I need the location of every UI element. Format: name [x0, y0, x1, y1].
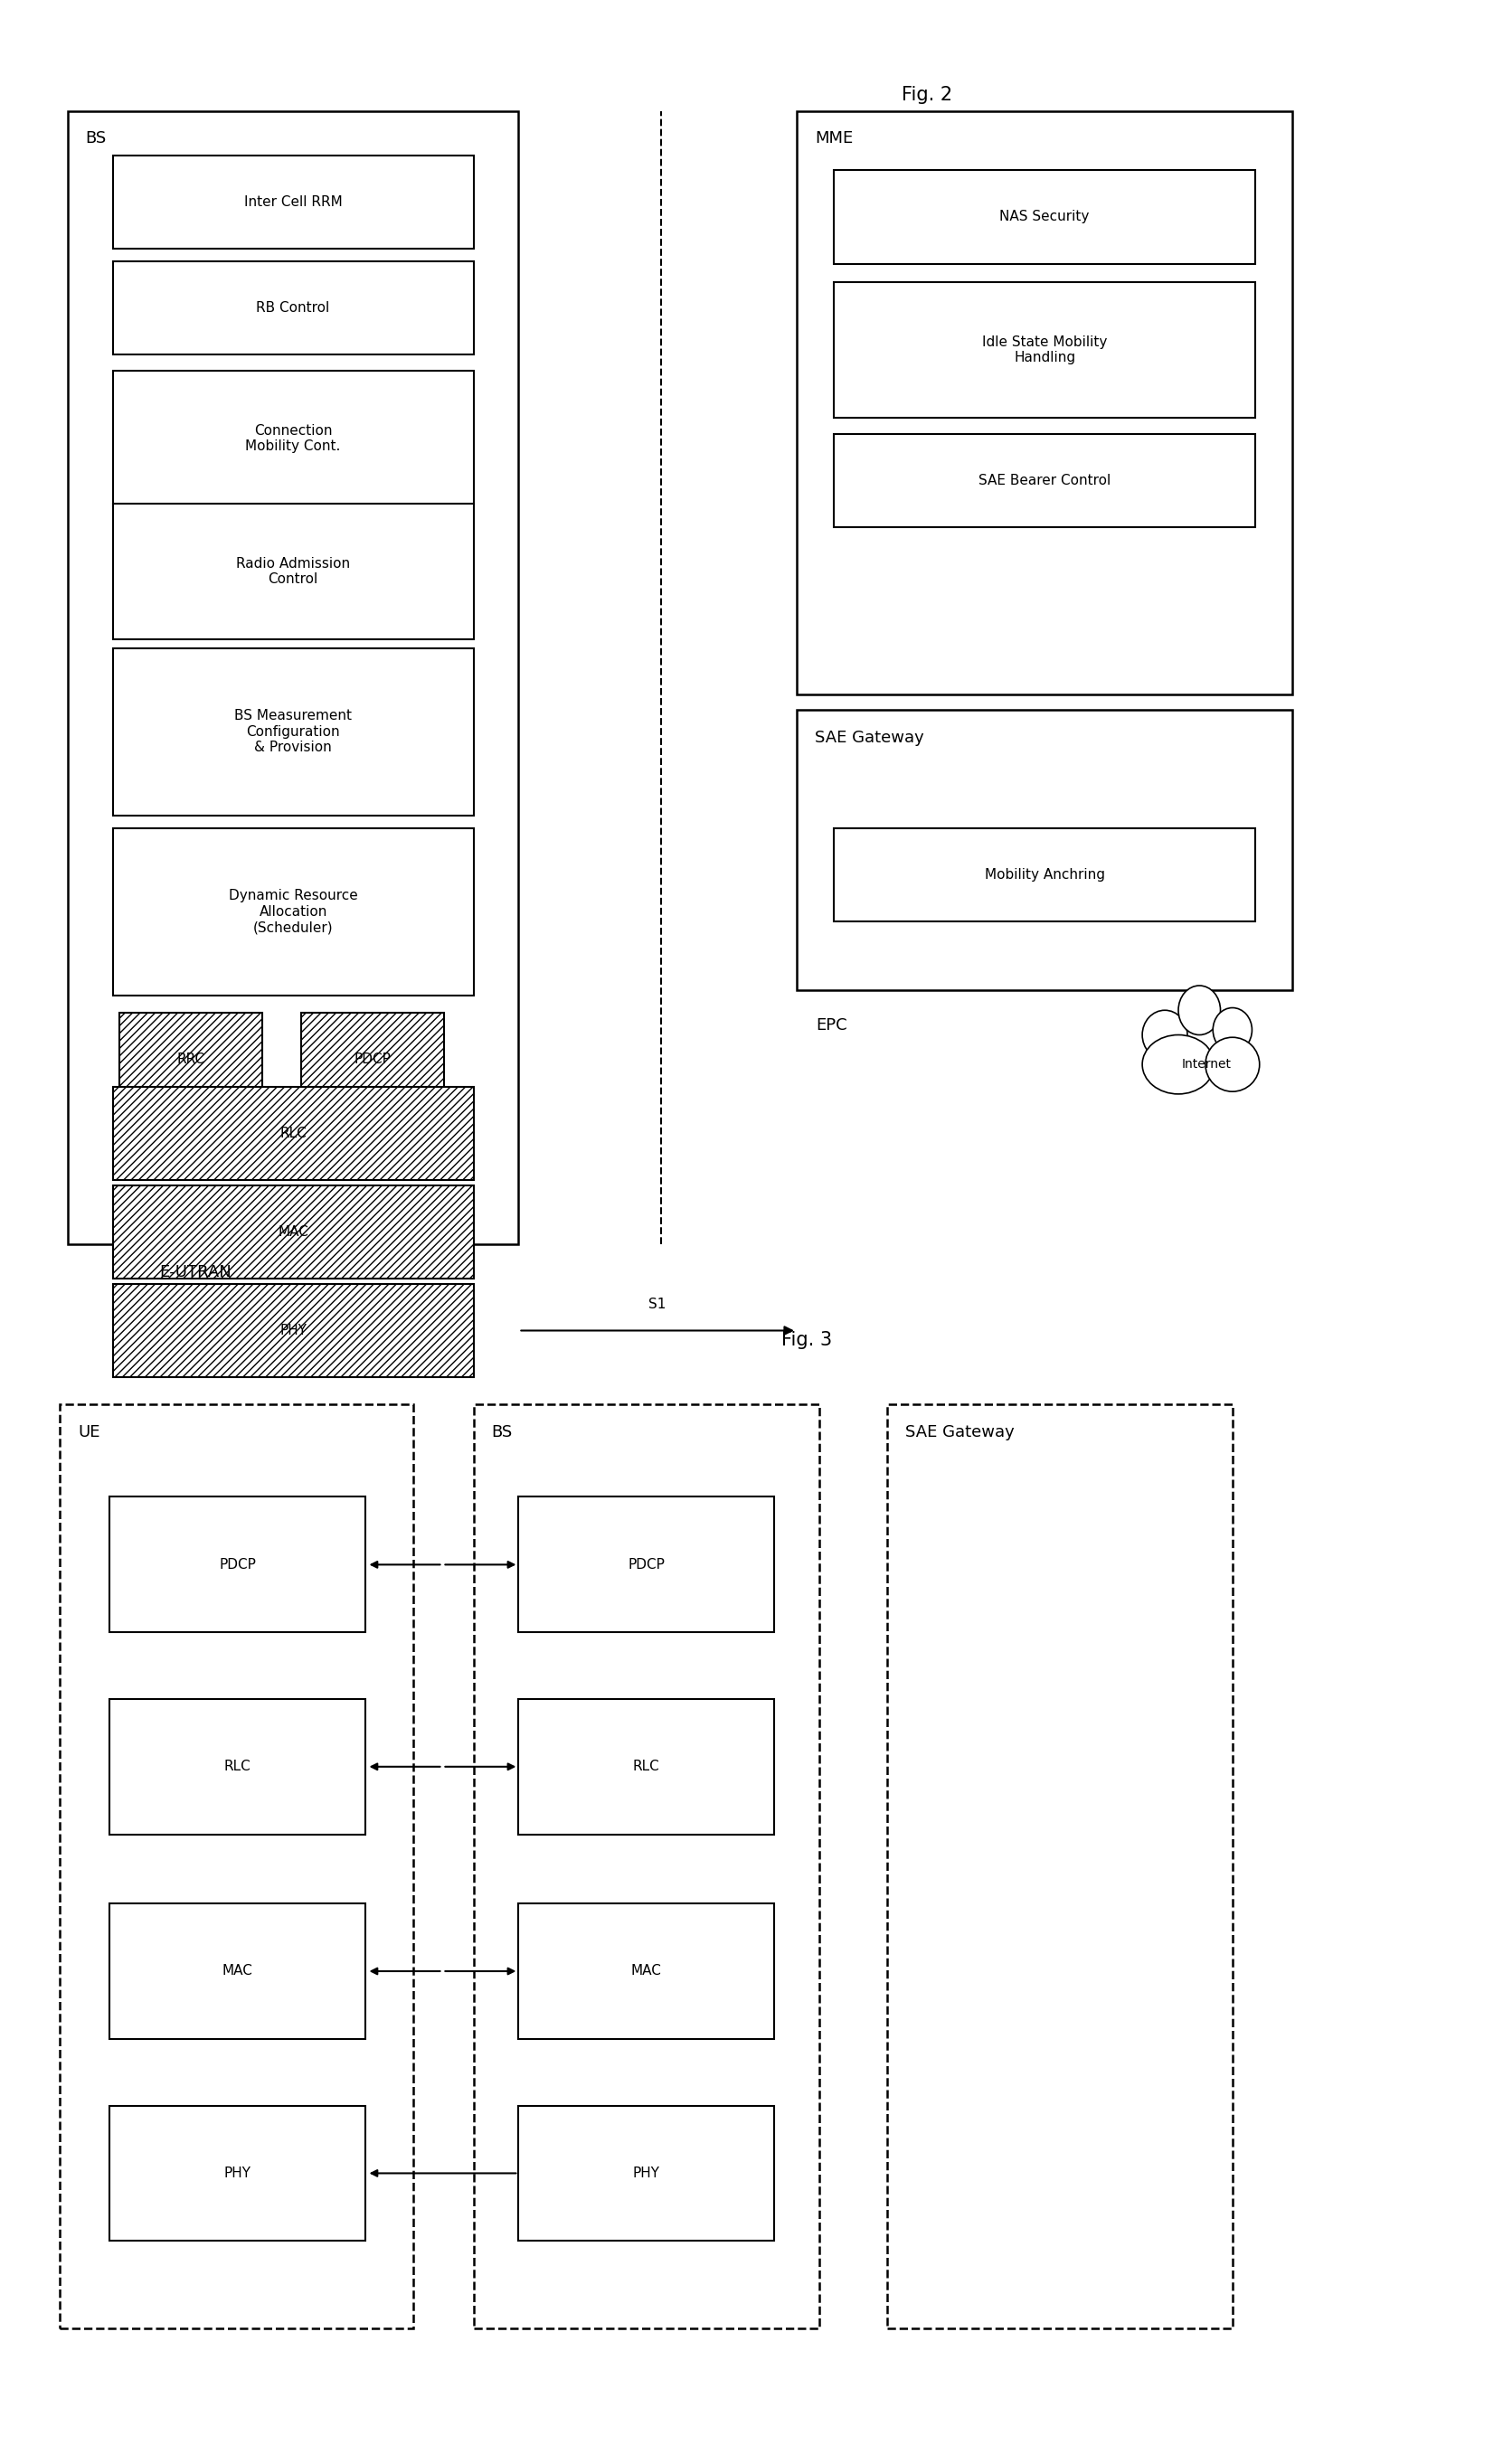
Text: Radio Admission
Control: Radio Admission Control [236, 557, 350, 586]
Bar [887, 1404, 1232, 2328]
Bar [519, 1700, 774, 1833]
Bar [113, 648, 473, 816]
Bar [797, 710, 1293, 991]
Bar [797, 111, 1293, 695]
Bar [834, 828, 1255, 922]
Ellipse shape [1142, 1010, 1187, 1060]
Bar [519, 1498, 774, 1634]
Bar [301, 1013, 445, 1106]
Bar [113, 828, 473, 995]
Text: NAS Security: NAS Security [999, 209, 1090, 224]
Text: UE: UE [78, 1424, 101, 1441]
Bar [110, 1498, 365, 1634]
Text: SAE Bearer Control: SAE Bearer Control [978, 473, 1111, 488]
Text: BS: BS [86, 131, 107, 148]
Text: PHY: PHY [633, 2166, 660, 2181]
Bar [519, 1902, 774, 2040]
Bar [834, 434, 1255, 527]
Bar [113, 503, 473, 638]
Ellipse shape [1205, 1037, 1260, 1092]
Text: EPC: EPC [816, 1018, 848, 1035]
Bar [110, 1902, 365, 2040]
Text: Fig. 2: Fig. 2 [902, 86, 953, 103]
Bar [473, 1404, 819, 2328]
Text: BS Measurement
Configuration
& Provision: BS Measurement Configuration & Provision [234, 710, 352, 754]
Ellipse shape [1178, 986, 1220, 1035]
Bar [834, 281, 1255, 416]
Text: SAE Gateway: SAE Gateway [815, 729, 924, 747]
Text: SAE Gateway: SAE Gateway [905, 1424, 1015, 1441]
Bar [68, 111, 519, 1244]
Text: MAC: MAC [222, 1964, 253, 1979]
Text: RLC: RLC [633, 1759, 660, 1774]
Text: MME: MME [815, 131, 852, 148]
Bar [113, 1087, 473, 1180]
Bar [110, 2104, 365, 2242]
Text: Fig. 3: Fig. 3 [782, 1331, 833, 1348]
Text: RLC: RLC [224, 1759, 251, 1774]
Ellipse shape [1142, 1035, 1214, 1094]
Text: Idle State Mobility
Handling: Idle State Mobility Handling [981, 335, 1108, 365]
Bar [519, 2104, 774, 2242]
Text: MAC: MAC [631, 1964, 661, 1979]
Text: Dynamic Resource
Allocation
(Scheduler): Dynamic Resource Allocation (Scheduler) [228, 890, 358, 934]
Text: MAC: MAC [278, 1225, 308, 1239]
Text: Connection
Mobility Cont.: Connection Mobility Cont. [245, 424, 341, 453]
Bar [834, 170, 1255, 264]
Text: E-UTRAN: E-UTRAN [159, 1264, 231, 1281]
Bar [113, 261, 473, 355]
Text: BS: BS [491, 1424, 513, 1441]
Bar [113, 372, 473, 508]
Bar [120, 1013, 263, 1106]
Bar [110, 1700, 365, 1833]
Text: Mobility Anchring: Mobility Anchring [984, 867, 1105, 882]
Text: PDCP: PDCP [355, 1052, 391, 1067]
Text: RRC: RRC [177, 1052, 204, 1067]
Text: PDCP: PDCP [219, 1557, 256, 1572]
Text: PHY: PHY [280, 1323, 307, 1338]
Bar [113, 155, 473, 249]
Text: RLC: RLC [280, 1126, 307, 1141]
Text: Inter Cell RRM: Inter Cell RRM [243, 195, 343, 209]
Text: S1: S1 [648, 1296, 666, 1311]
Text: PHY: PHY [224, 2166, 251, 2181]
Bar [113, 1284, 473, 1377]
Bar [60, 1404, 413, 2328]
Bar [113, 1185, 473, 1279]
Text: PDCP: PDCP [628, 1557, 664, 1572]
Text: Internet: Internet [1181, 1057, 1232, 1072]
Ellipse shape [1213, 1008, 1252, 1052]
Text: RB Control: RB Control [257, 301, 329, 315]
